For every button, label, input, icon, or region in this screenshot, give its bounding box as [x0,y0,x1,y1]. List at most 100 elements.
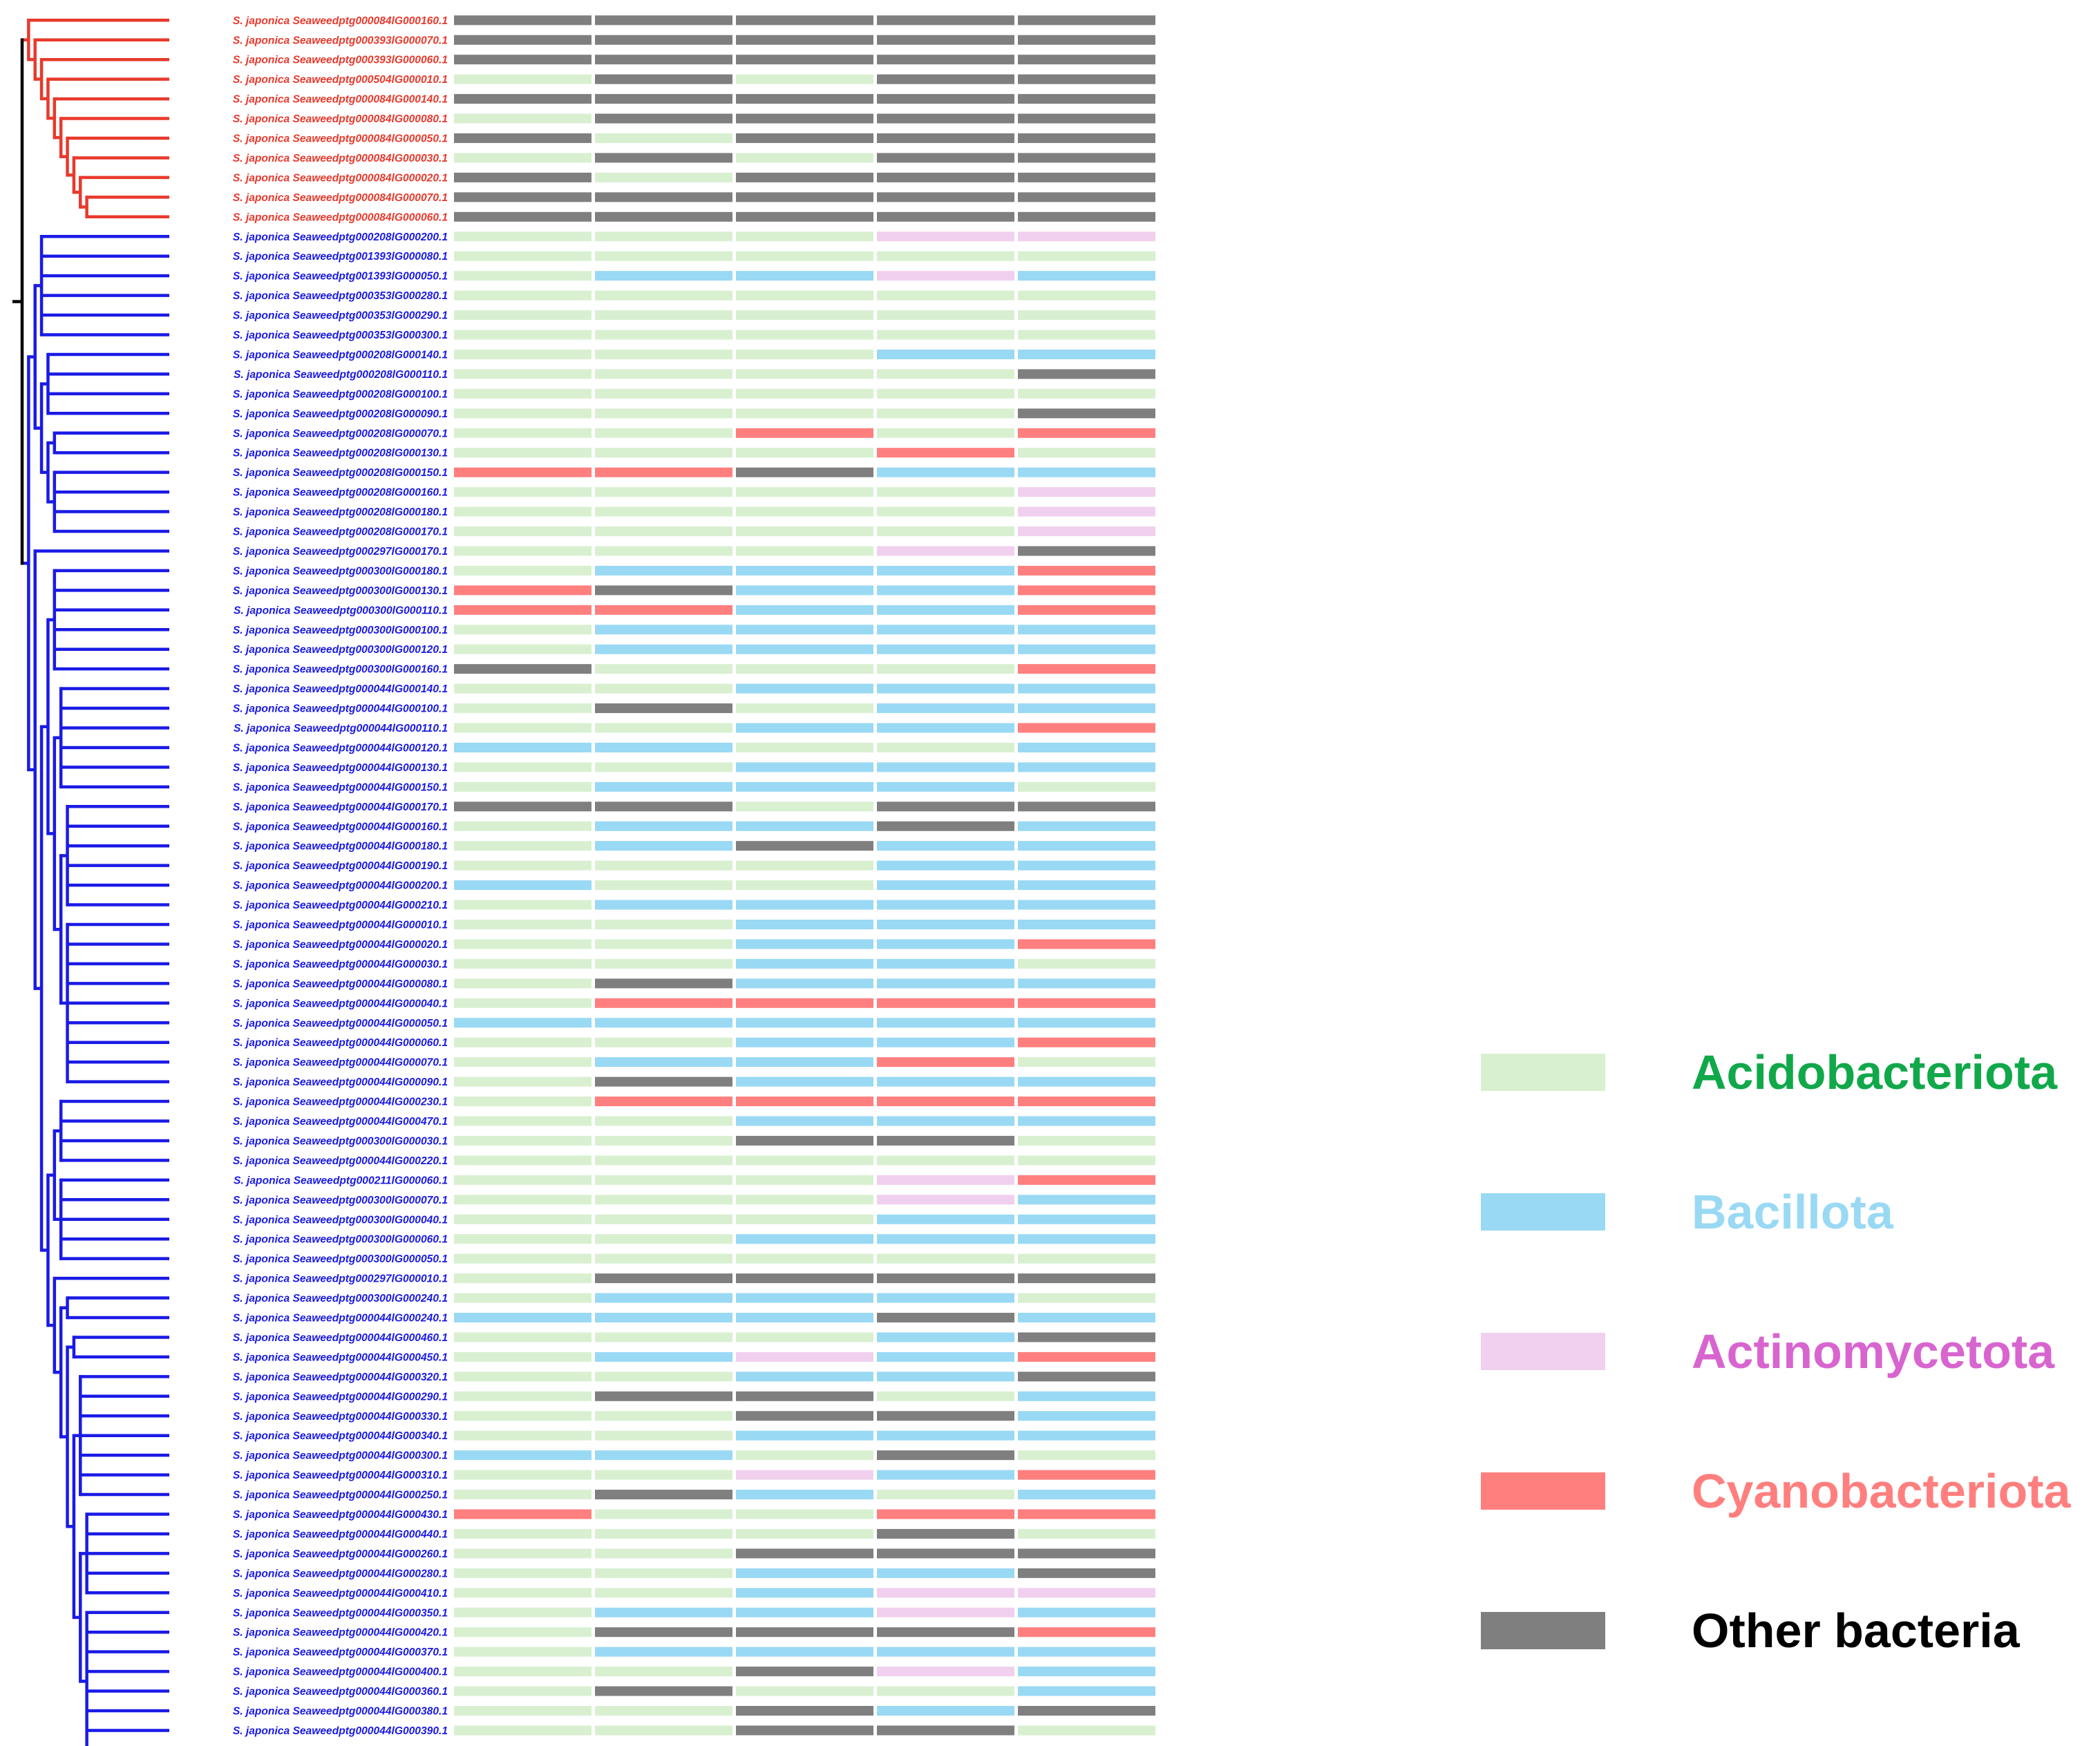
heatmap-cell [1018,939,1155,949]
heatmap-cell [877,428,1014,438]
heatmap-cell [1018,585,1155,596]
heatmap-cell [736,1195,873,1205]
heatmap-cell [736,388,873,399]
heatmap-cell [877,310,1014,321]
heatmap-cell [877,644,1014,654]
heatmap-cell [595,1234,732,1244]
leaf-label: S. japonica Seaweedptg000208lG000200.1 [233,231,448,243]
heatmap-cell [1018,1568,1155,1578]
heatmap-cell [1018,1667,1155,1677]
heatmap-cell [736,841,873,851]
heatmap-cell [595,1293,732,1303]
heatmap-cell [877,467,1014,477]
heatmap-cell [595,408,732,419]
leaf-label: S. japonica Seaweedptg000084lG000050.1 [233,133,448,145]
heatmap-cell [1018,1548,1155,1559]
leaf-label: S. japonica Seaweedptg000084lG000060.1 [233,211,448,223]
heatmap-cell [1018,1490,1155,1500]
heatmap-cell [1018,1155,1155,1166]
heatmap-cell [1018,369,1155,379]
heatmap-cell [1018,900,1155,910]
leaf-label: S. japonica Seaweedptg000353lG000300.1 [233,330,448,341]
leaf-label: S. japonica Seaweedptg000211lG000060.1 [234,1175,448,1186]
heatmap-cell [1018,1076,1155,1087]
heatmap-cell [595,231,732,242]
heatmap-cell [736,1351,873,1362]
heatmap-cell [454,683,592,694]
heatmap-cell [736,1175,873,1185]
heatmap-cell [595,664,732,674]
heatmap-cell [877,1116,1014,1126]
heatmap-cell [454,860,592,871]
heatmap-cell [1018,1372,1155,1382]
heatmap-cell [454,1391,592,1401]
heatmap-cell [736,487,873,497]
heatmap-cell [454,94,592,104]
heatmap-cell [877,1372,1014,1382]
heatmap-cell [736,1391,873,1401]
heatmap-cell [877,801,1014,812]
heatmap-cell [595,487,732,497]
heatmap-cell [454,1135,592,1146]
leaf-label: S. japonica Seaweedptg000044lG000450.1 [233,1351,448,1363]
heatmap-cell [1018,1175,1155,1185]
heatmap-cell [1018,526,1155,536]
heatmap-cell [1018,211,1155,222]
heatmap-cell [1018,1293,1155,1303]
leaf-label: S. japonica Seaweedptg000208lG000100.1 [233,388,448,400]
heatmap-cell [736,133,873,143]
heatmap-cell [736,762,873,772]
heatmap-cell [1018,1018,1155,1028]
heatmap-cell [595,1372,732,1382]
leaf-label: S. japonica Seaweedptg000084lG000140.1 [233,94,448,106]
heatmap-cell [454,565,592,576]
heatmap-cell [595,1647,732,1657]
heatmap-cell [454,920,592,929]
heatmap-cell [1018,1097,1155,1107]
heatmap-cell [736,330,873,340]
heatmap-cell [877,1548,1014,1559]
heatmap-cell [877,565,1014,576]
heatmap-cell [736,998,873,1008]
legend-label: Other bacteria [1692,1604,2021,1658]
leaf-label: S. japonica Seaweedptg000044lG000040.1 [233,998,448,1009]
heatmap-cell [877,1430,1014,1441]
leaf-label: S. japonica Seaweedptg000208lG000070.1 [233,428,448,439]
leaf-label: S. japonica Seaweedptg000084lG000020.1 [233,172,448,184]
heatmap-cell [595,1175,732,1185]
leaf-label: S. japonica Seaweedptg000044lG000060.1 [233,1037,448,1049]
leaf-label: S. japonica Seaweedptg000044lG000180.1 [233,841,448,853]
heatmap-cell [877,1470,1014,1480]
heatmap-cell [736,1313,873,1322]
heatmap-cell [454,133,592,143]
heatmap-cell [454,605,592,615]
heatmap-cell [736,1214,873,1224]
heatmap-cell [1018,1253,1155,1264]
leaf-label: S. japonica Seaweedptg000044lG000130.1 [233,762,448,774]
heatmap-cell [1018,683,1155,694]
heatmap-cell [736,1647,873,1657]
heatmap-cell [877,1175,1014,1185]
legend-swatch [1481,1193,1605,1231]
leaf-label: S. japonica Seaweedptg000208lG000180.1 [233,506,448,518]
heatmap-cell [454,448,592,458]
heatmap-cell [877,723,1014,733]
leaf-label: S. japonica Seaweedptg000300lG000050.1 [233,1253,448,1265]
heatmap-cell [736,1076,873,1087]
heatmap-cell [1018,644,1155,654]
heatmap-cell [1018,55,1155,65]
heatmap-cell [454,1076,592,1087]
leaf-label: S. japonica Seaweedptg000044lG000430.1 [233,1509,448,1521]
heatmap-cell [595,841,732,851]
heatmap-cell [454,1430,592,1441]
heatmap-cell [736,1372,873,1382]
heatmap-cell [1018,1057,1155,1067]
heatmap-cell [595,526,732,536]
heatmap-cell [454,1588,592,1598]
heatmap-cell [454,369,592,379]
leaf-label: S. japonica Seaweedptg000300lG000240.1 [233,1293,448,1304]
heatmap-cell [736,1097,873,1107]
heatmap-cell [454,1097,592,1107]
leaf-label: S. japonica Seaweedptg000044lG000420.1 [233,1627,448,1639]
leaf-label: S. japonica Seaweedptg000044lG000100.1 [233,703,448,715]
